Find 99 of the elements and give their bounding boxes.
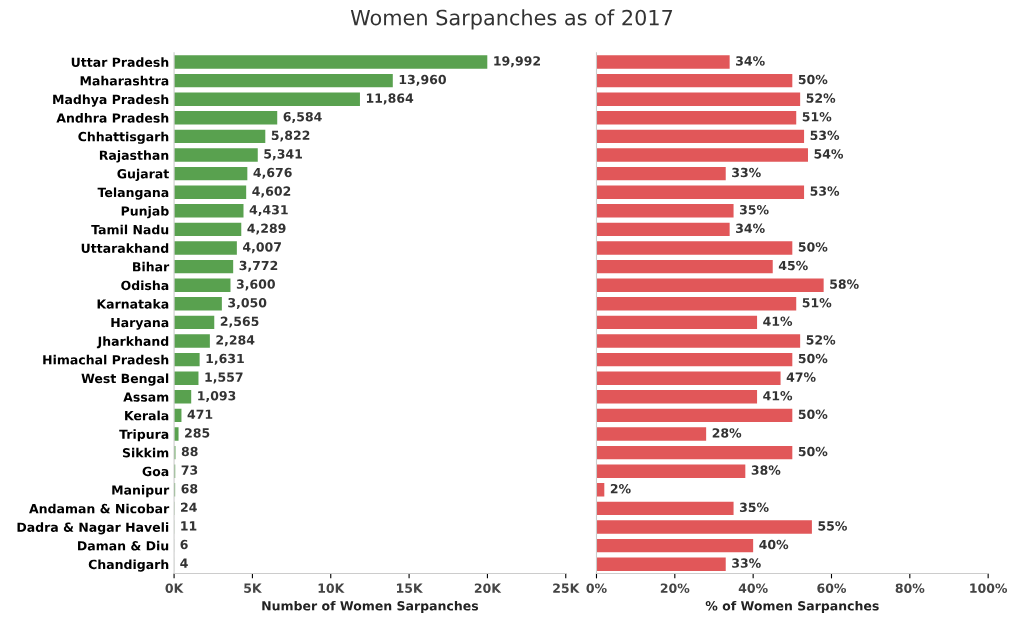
y-tick-label: Himachal Pradesh [43,354,169,365]
data-label: 4,431 [249,204,288,217]
y-tick-label: Dadra & Nagar Haveli [17,522,169,535]
x-tick-label: 5K [244,583,262,593]
y-tick-label: Punjab [121,206,169,219]
data-label: 68 [181,483,198,494]
data-label: 45% [778,260,808,271]
y-tick-label: Manipur [112,485,170,498]
data-label: 471 [187,409,213,419]
y-tick-label: Chandigarh [88,559,169,572]
data-label: 6,584 [283,111,322,124]
data-label: 4,007 [242,242,281,254]
x-axis-title: Number of Women Sarpanches [262,600,479,613]
y-tick-label: Andhra Pradesh [56,113,169,123]
data-label: 4,676 [253,167,292,179]
x-tick-label: 20% [660,583,690,593]
y-tick-label: Rajasthan [99,150,169,163]
data-label: 11 [181,521,197,531]
y-tick-label: Uttarakhand [81,243,169,253]
data-label: 1,557 [205,372,243,384]
y-tick-label: Daman & Diu [78,540,169,551]
y-tick-label: Jharkhand [96,336,169,349]
data-label: 50% [798,446,828,457]
data-label: 50% [798,353,828,364]
data-label: 34% [736,56,765,66]
data-label: 41% [763,390,793,401]
y-tick-label: Goa [142,466,169,477]
data-label: 28% [712,428,742,438]
data-label: 3,772 [239,260,278,272]
data-label: 55% [818,521,847,531]
data-label: 24 [181,502,197,512]
data-label: 11,864 [366,93,414,105]
y-tick-label: Telangana [97,187,169,200]
x-axis-title: % of Women Sarpanches [705,600,879,613]
data-label: 1,093 [198,390,236,403]
chart-title: Women Sarpanches as of 2017 [350,9,673,30]
data-label: 50% [798,242,828,252]
y-tick-label: Odisha [121,280,169,291]
data-label: 4,289 [247,223,286,235]
data-label: 52% [806,93,836,103]
data-label: 41% [763,316,793,327]
x-tick-label: 100% [970,583,1008,593]
data-label: 51% [802,111,832,122]
data-label: 5,822 [271,130,310,142]
x-tick-label: 40% [738,583,768,593]
x-tick-label: 10K [318,583,345,593]
data-label: 1,631 [206,353,244,365]
data-label: 4 [180,558,188,568]
data-label: 2,565 [220,316,259,328]
y-tick-label: Gujarat [117,168,169,182]
data-label: 3,050 [228,297,267,310]
data-label: 40% [759,539,789,550]
data-label: 88 [181,446,198,457]
y-tick-label: Madhya Pradesh [53,94,169,107]
y-tick-label: Assam [123,392,169,402]
y-tick-label: Kerala [125,410,169,421]
data-label: 35% [739,204,769,215]
data-label: 52% [806,335,836,345]
data-label: 2,284 [216,335,255,347]
y-tick-label: Uttar Pradesh [71,57,169,67]
y-tick-label: Tamil Nadu [91,224,169,235]
data-label: 38% [751,465,781,475]
data-label: 50% [798,409,828,420]
x-tick-label: 0K [165,583,184,593]
y-tick-label: Haryana [111,317,169,330]
y-tick-label: Chhattisgarh [78,131,169,144]
y-tick-label: Bihar [133,261,170,272]
x-tick-label: 25K [553,583,580,593]
y-tick-label: Andaman & Nicobar [29,503,170,514]
y-tick-label: Tripura [119,429,169,442]
data-label: 33% [732,167,761,178]
data-label: 19,992 [494,56,540,68]
x-tick-label: 80% [895,583,925,593]
x-tick-label: 20K [474,583,502,593]
data-label: 53% [810,186,840,196]
data-label: 54% [814,149,844,159]
data-label: 3,600 [236,279,275,291]
y-tick-label: Sikkim [122,447,169,458]
data-label: 13,960 [399,74,446,86]
x-tick-label: 60% [817,583,847,593]
y-tick-label: Maharashtra [80,75,169,86]
data-label: 4,602 [252,186,291,198]
data-label: 33% [732,558,761,568]
data-label: 47% [786,372,816,382]
data-label: 34% [736,223,765,234]
data-label: 2% [610,483,631,494]
x-tick-label: 0% [586,583,607,593]
data-label: 5,341 [264,149,302,161]
data-label: 35% [739,502,769,513]
data-label: 6 [180,539,188,550]
y-tick-label: West Bengal [81,373,169,386]
data-label: 58% [830,279,859,289]
data-label: 50% [798,74,828,85]
x-tick-label: 15K [396,583,424,593]
data-label: 285 [185,428,210,438]
data-label: 73 [181,465,198,475]
data-label: 53% [810,130,840,141]
y-tick-label: Karnataka [97,299,169,309]
data-label: 51% [802,297,832,308]
